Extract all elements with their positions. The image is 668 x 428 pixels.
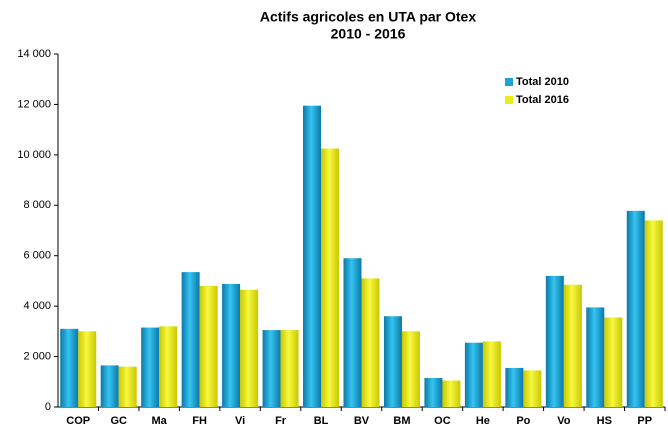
x-tick-label: HS (597, 415, 612, 427)
bar (505, 367, 524, 407)
bar (60, 328, 79, 407)
bar (159, 326, 178, 407)
y-tick-label: 2 000 (23, 350, 51, 362)
y-tick-label: 0 (45, 401, 51, 413)
x-tick-label: Vo (557, 415, 571, 427)
x-tick-label: GC (110, 415, 127, 427)
chart-subtitle: 2010 - 2016 (331, 26, 406, 42)
chart-title: Actifs agricoles en UTA par Otex (260, 9, 476, 25)
y-tick-label: 6 000 (23, 250, 51, 262)
x-tick-label: PP (637, 415, 652, 427)
x-tick-label: Ma (152, 415, 168, 427)
x-tick-label: He (476, 415, 490, 427)
bar (464, 342, 483, 407)
bar (545, 275, 564, 407)
bar (361, 278, 380, 407)
bar (482, 341, 501, 407)
y-tick-label: 10 000 (17, 149, 51, 161)
x-tick-label: OC (434, 415, 451, 427)
bar (181, 272, 200, 407)
bar (262, 330, 281, 407)
legend-label: Total 2010 (516, 76, 569, 88)
bar (78, 331, 97, 407)
y-tick-label: 4 000 (23, 300, 51, 312)
bar (644, 220, 663, 407)
bar (280, 330, 299, 407)
bar (383, 316, 402, 407)
bar (442, 380, 461, 407)
x-tick-label: BL (314, 415, 329, 427)
legend-swatch (505, 78, 513, 86)
x-tick-label: Po (516, 415, 530, 427)
bar (424, 378, 443, 407)
legend-label: Total 2016 (516, 94, 569, 106)
bar (604, 317, 623, 407)
x-tick-label: BV (354, 415, 370, 427)
bar (401, 331, 420, 407)
bar (303, 105, 322, 408)
x-tick-label: Fr (275, 415, 287, 427)
bar (100, 365, 119, 407)
x-tick-label: COP (66, 415, 90, 427)
bar (118, 366, 137, 407)
bar (199, 285, 218, 407)
bar (321, 148, 340, 407)
y-tick-label: 8 000 (23, 199, 51, 211)
y-tick-label: 14 000 (17, 48, 51, 60)
bar (586, 307, 605, 407)
x-tick-label: FH (192, 415, 207, 427)
y-tick-label: 12 000 (17, 98, 51, 110)
bar (523, 370, 542, 407)
bar (343, 258, 362, 407)
bar (626, 210, 645, 407)
bar (563, 284, 582, 407)
x-tick-label: Vi (235, 415, 245, 427)
x-tick-label: BM (393, 415, 410, 427)
bar (141, 327, 160, 407)
bar (240, 289, 259, 407)
bar (222, 283, 241, 407)
legend-swatch (505, 96, 513, 104)
